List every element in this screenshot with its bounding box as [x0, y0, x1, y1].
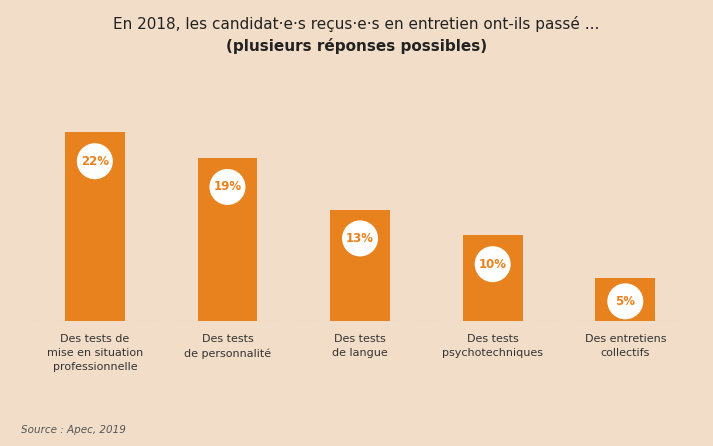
Text: 19%: 19%: [213, 181, 242, 194]
Bar: [330, 210, 390, 321]
Text: 22%: 22%: [81, 155, 109, 168]
Text: Source : Apec, 2019: Source : Apec, 2019: [21, 425, 126, 435]
Text: (plusieurs réponses possibles): (plusieurs réponses possibles): [226, 38, 487, 54]
Bar: [463, 235, 523, 321]
Ellipse shape: [77, 143, 113, 179]
Ellipse shape: [210, 169, 245, 205]
Text: En 2018, les candidat·e·s reçus·e·s en entretien ont-ils passé ...: En 2018, les candidat·e·s reçus·e·s en e…: [113, 16, 600, 32]
Text: 13%: 13%: [346, 232, 374, 245]
Text: 10%: 10%: [478, 258, 507, 271]
Bar: [595, 278, 655, 321]
Bar: [198, 158, 257, 321]
Bar: [65, 132, 125, 321]
Ellipse shape: [342, 220, 378, 256]
Ellipse shape: [475, 246, 511, 282]
Text: 5%: 5%: [615, 295, 635, 308]
Ellipse shape: [607, 283, 643, 319]
